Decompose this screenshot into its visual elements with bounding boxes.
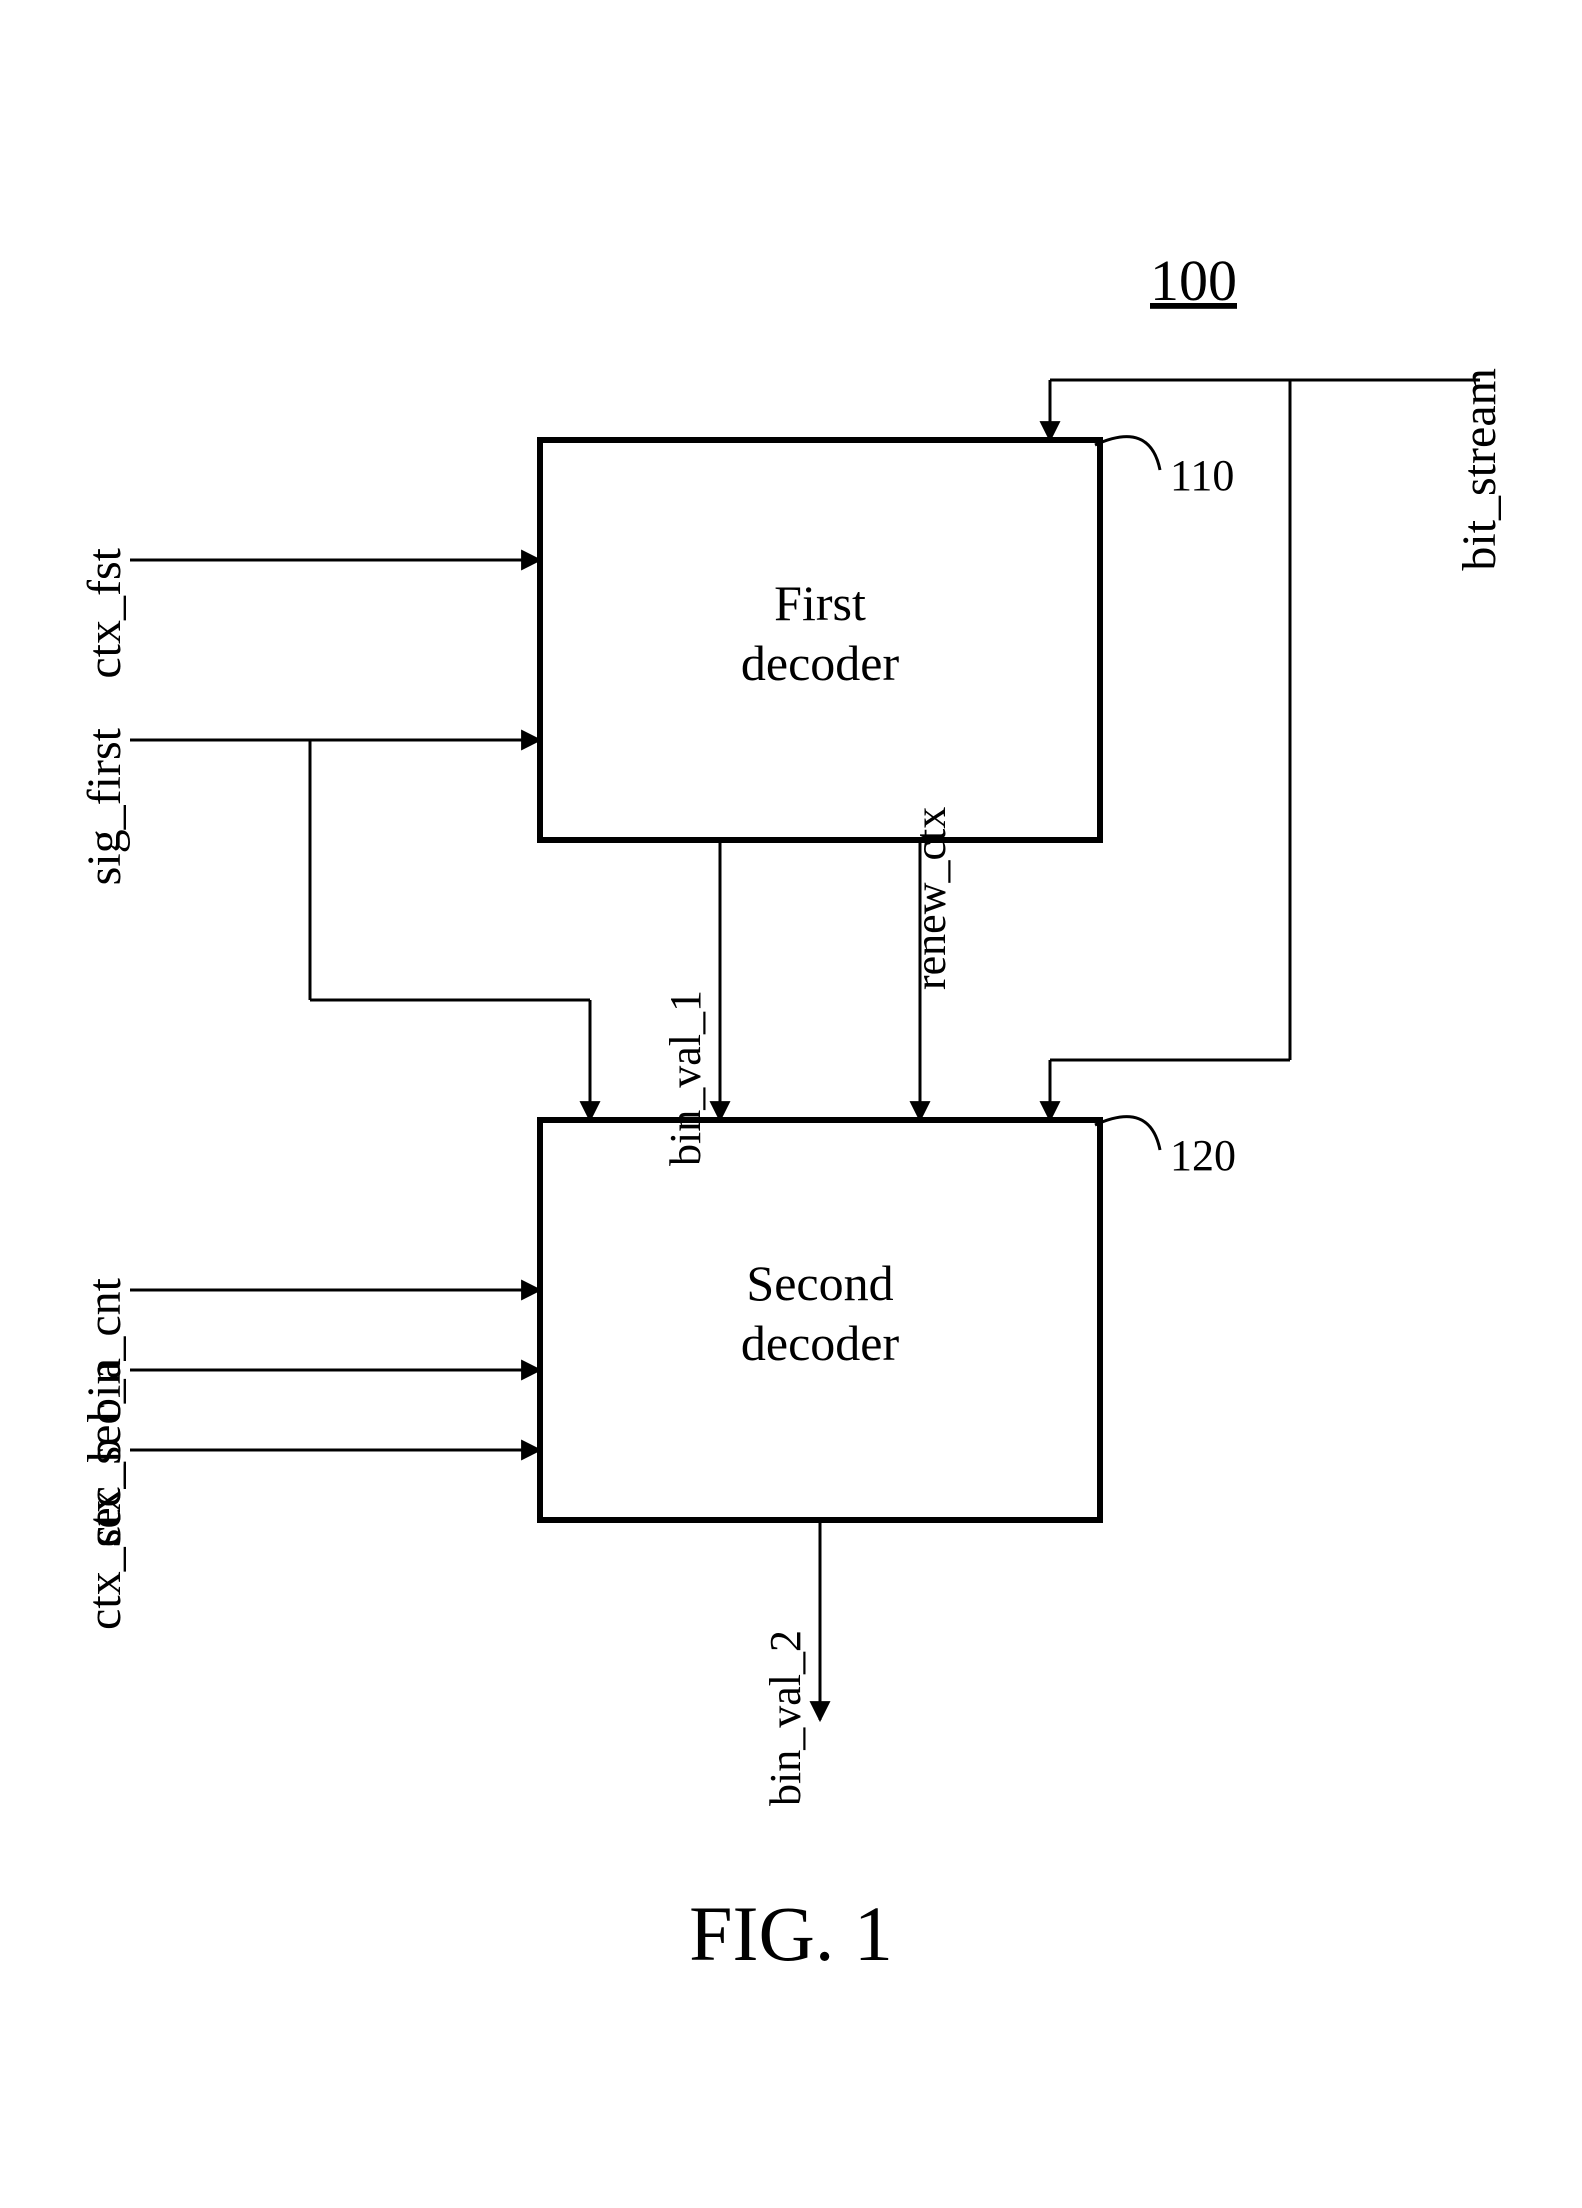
bin-val-2-label: bin_val_2 [761, 1630, 810, 1806]
ctx-fst-label: ctx_fst [78, 547, 131, 678]
first-decoder-label-line2: decoder [741, 635, 900, 691]
first-decoder-block: First decoder 110 [540, 437, 1234, 840]
bit-stream-label: bit_stream [1453, 368, 1506, 571]
second-decoder-label-line1: Second [746, 1255, 893, 1311]
second-decoder-block: Second decoder 120 [540, 1117, 1236, 1520]
bin-val-2-signal: bin_val_2 [761, 1520, 820, 1806]
bin-val-1-label: bin_val_1 [661, 990, 710, 1166]
second-decoder-ref: 120 [1170, 1131, 1236, 1180]
second-decoder-label-line2: decoder [741, 1315, 900, 1371]
figure-caption: FIG. 1 [689, 1890, 893, 1977]
first-decoder-ref: 110 [1170, 451, 1234, 500]
sig-first-label: sig_first [78, 727, 131, 885]
sig-first-signal: sig_first [78, 727, 590, 1120]
renew-ctx-signal: renew_ctx [906, 807, 955, 1120]
first-decoder-label-line1: First [774, 575, 866, 631]
figure-ref-number: 100 [1150, 248, 1237, 313]
ctx-sec-a-signal: ctx_sec_a [78, 1358, 540, 1547]
ctx-sec-b-label: ctx_sec_b [78, 1438, 131, 1630]
renew-ctx-label: renew_ctx [906, 807, 955, 990]
bin-cnt-signal: bin_cnt [78, 1277, 540, 1422]
bit-stream-signal: bit_stream [1050, 368, 1506, 1120]
ctx-sec-b-signal: ctx_sec_b [78, 1438, 540, 1630]
ctx-fst-signal: ctx_fst [78, 547, 540, 678]
